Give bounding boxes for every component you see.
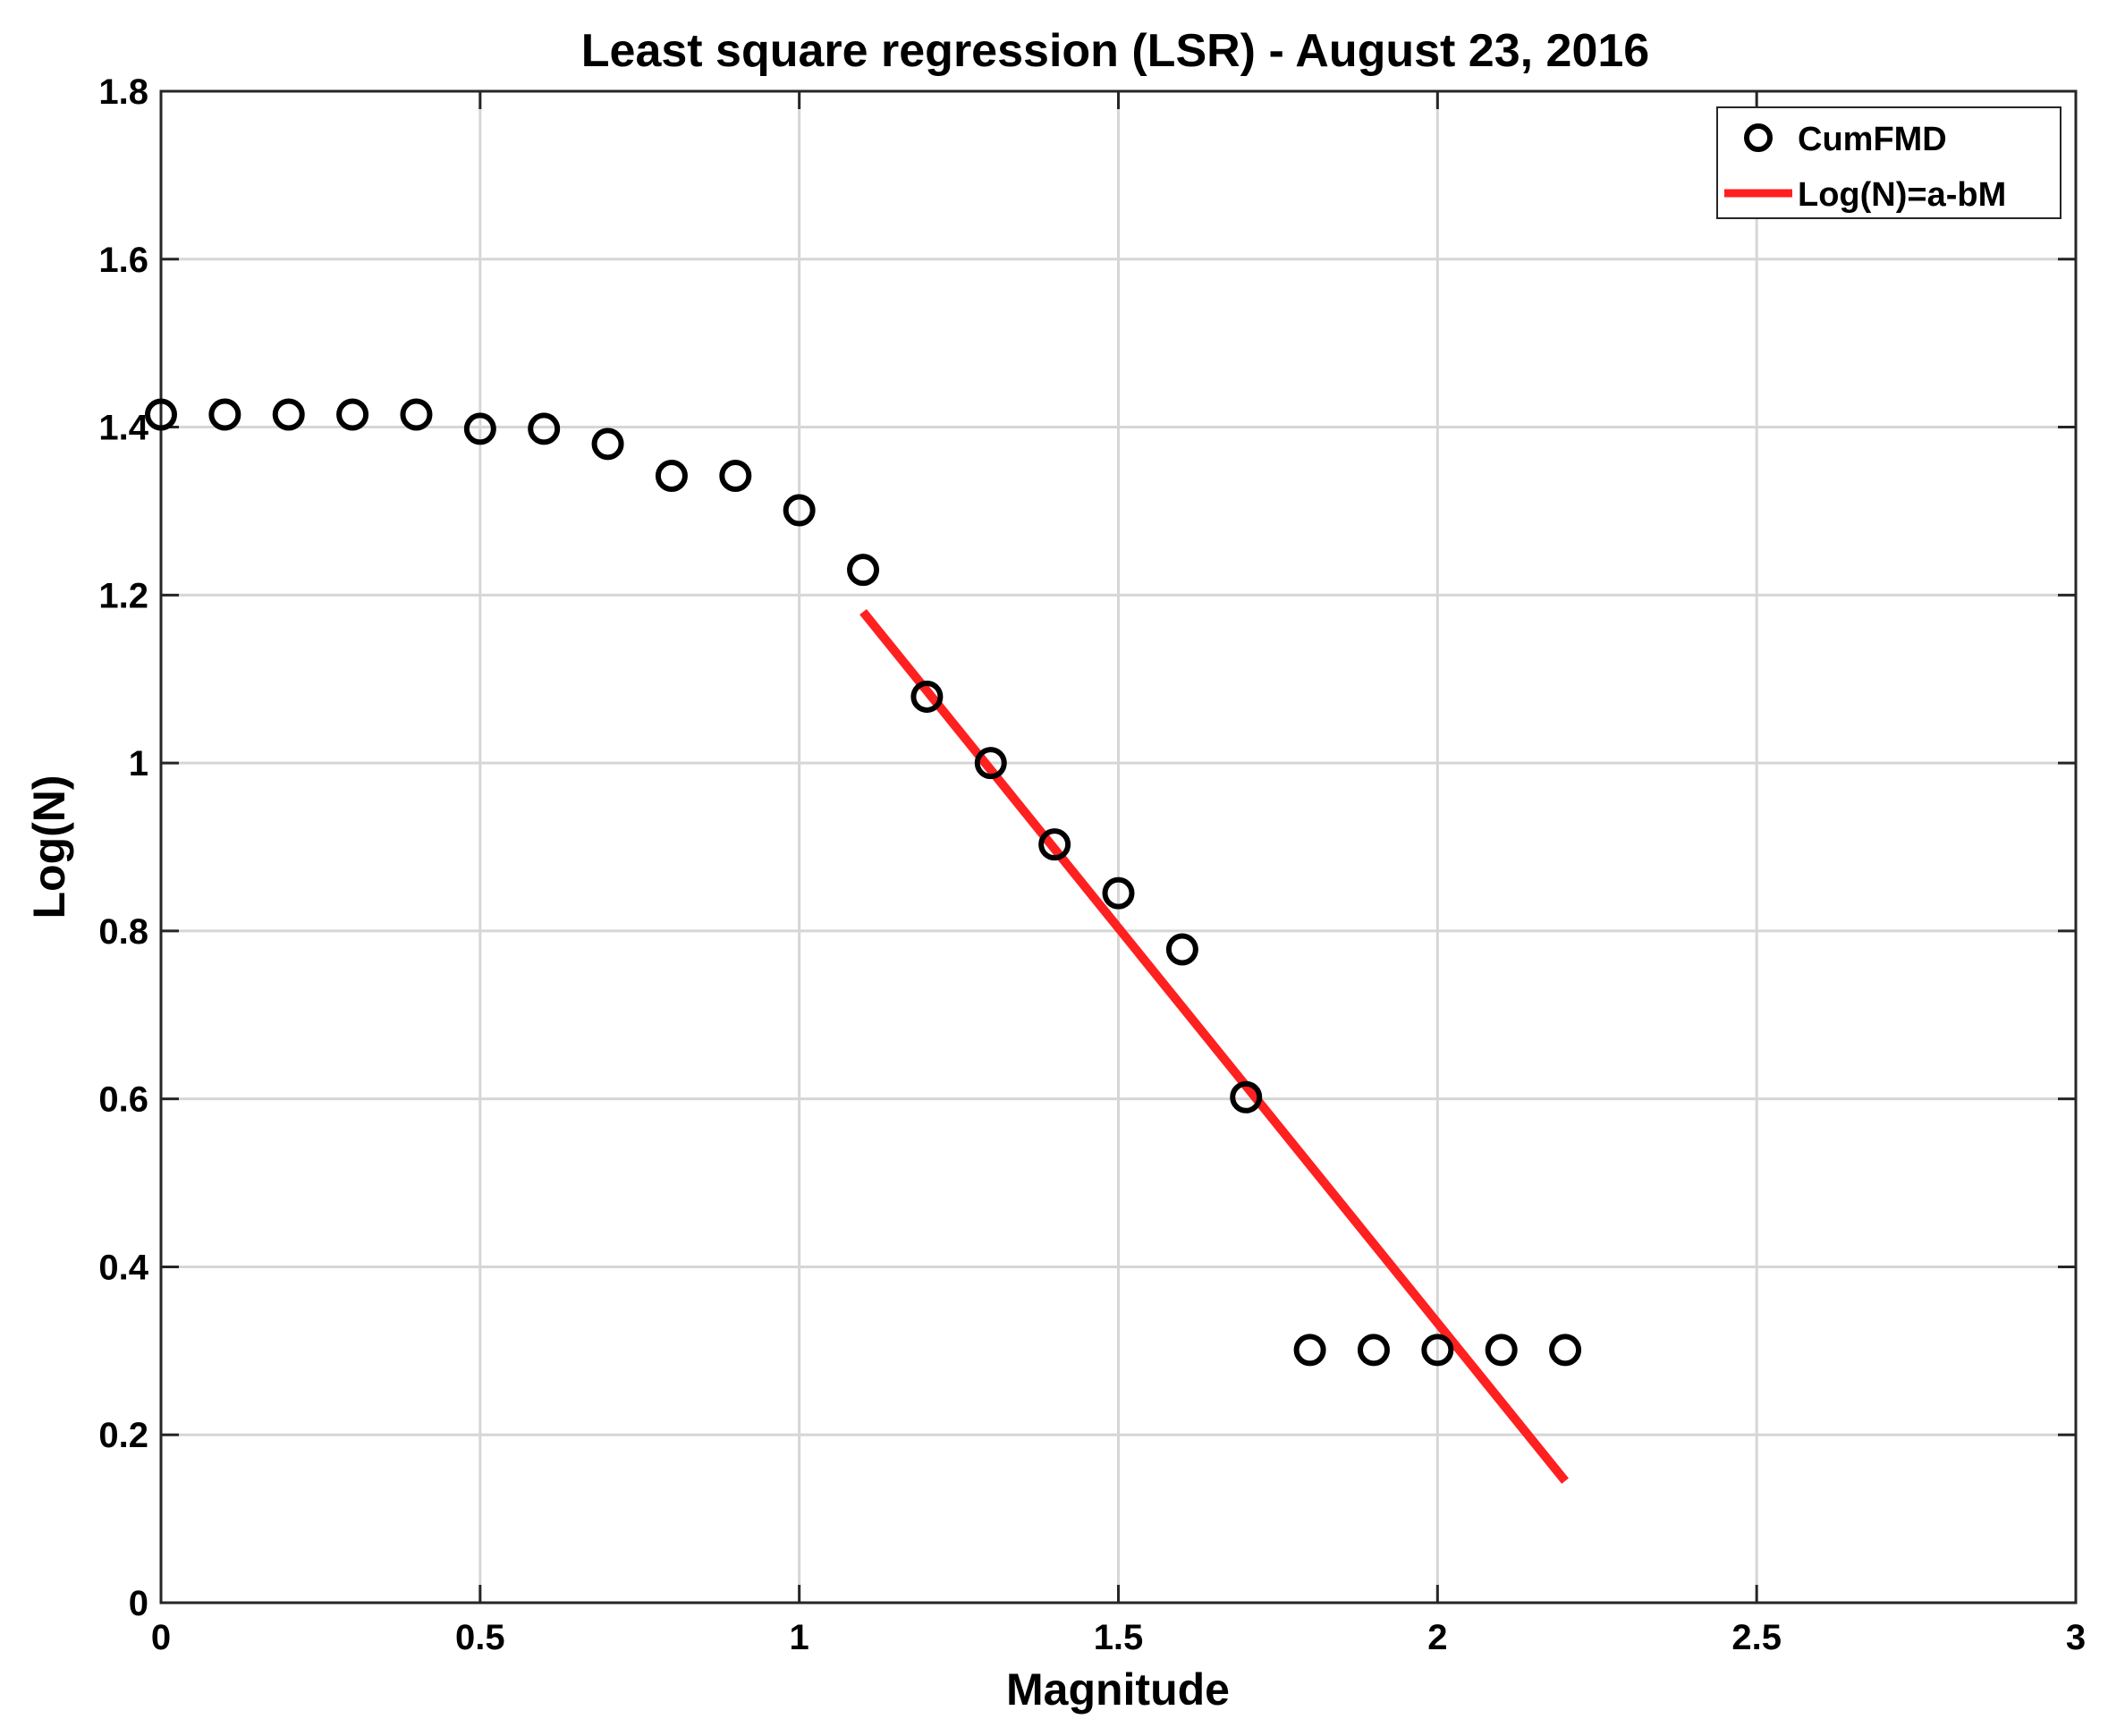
data-point	[208, 398, 241, 431]
y-tick-label: 0.2	[98, 1416, 148, 1455]
chart-title: Least square regression (LSR) - August 2…	[581, 25, 1649, 77]
data-point	[463, 412, 496, 445]
data-point	[1038, 828, 1071, 861]
x-tick-label: 2.5	[1731, 1618, 1782, 1657]
y-tick-label: 1	[129, 744, 148, 783]
y-tick-label: 0.8	[98, 912, 148, 952]
x-tick-label: 1.5	[1094, 1618, 1144, 1657]
data-point	[719, 460, 752, 493]
x-axis-ticks: 0 0.5 1 1.5 2 2.5 3	[151, 91, 2086, 1657]
data-point	[1485, 1334, 1518, 1367]
legend-label-cumfmd: CumFMD	[1798, 121, 1947, 158]
data-point	[591, 428, 624, 461]
y-tick-label: 1.4	[98, 409, 148, 448]
y-tick-label: 0.6	[98, 1080, 148, 1120]
data-point	[847, 554, 880, 587]
y-tick-label: 1.6	[98, 241, 148, 280]
x-tick-label: 3	[2066, 1618, 2086, 1657]
data-point	[910, 680, 944, 713]
data-points-layer	[145, 398, 1582, 1367]
y-axis-label: Log(N)	[24, 775, 74, 919]
legend-marker-cumfmd	[1744, 123, 1773, 152]
data-point	[655, 460, 688, 493]
y-tick-label: 0	[129, 1584, 148, 1623]
data-point	[1549, 1334, 1582, 1367]
x-axis-label: Magnitude	[1006, 1664, 1230, 1715]
legend: CumFMD Log(N)=a-bM	[1716, 106, 2061, 219]
y-tick-label: 1.2	[98, 576, 148, 615]
x-tick-label: 1	[790, 1618, 809, 1657]
x-tick-label: 0	[151, 1618, 171, 1657]
data-point	[974, 747, 1007, 780]
y-axis-ticks: 0 0.2 0.4 0.6 0.8 1 1.2 1.4 1.6 1.8	[98, 72, 2076, 1623]
data-point	[1293, 1334, 1326, 1367]
data-point	[1421, 1334, 1454, 1367]
data-point	[1230, 1080, 1263, 1114]
data-point	[272, 398, 305, 431]
data-point	[783, 494, 816, 527]
data-point	[145, 398, 177, 431]
data-point	[1102, 876, 1135, 910]
y-tick-label: 1.8	[98, 72, 148, 112]
x-tick-label: 0.5	[455, 1618, 505, 1657]
data-point	[400, 398, 433, 431]
legend-box	[1716, 106, 2061, 219]
y-tick-label: 0.4	[98, 1248, 148, 1287]
data-point	[336, 398, 369, 431]
legend-label-fit: Log(N)=a-bM	[1798, 176, 2006, 214]
data-point	[1357, 1334, 1390, 1367]
data-point	[528, 412, 561, 445]
data-point	[1165, 933, 1198, 966]
x-tick-label: 2	[1427, 1618, 1447, 1657]
